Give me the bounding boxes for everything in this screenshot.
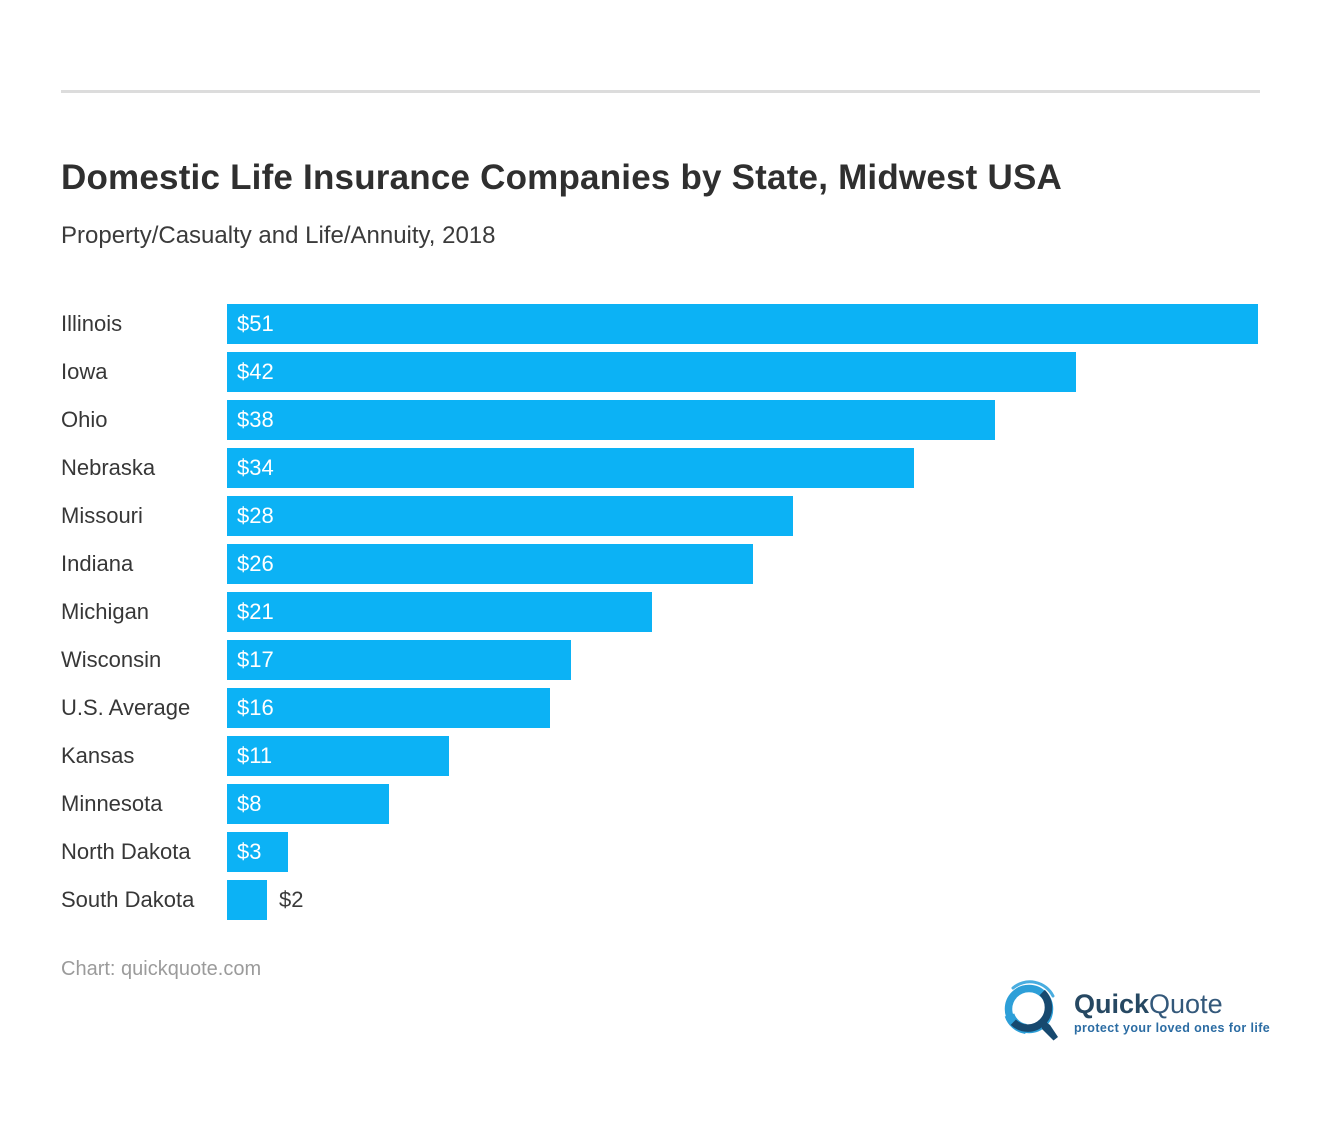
chart-row: Illinois $51 — [61, 304, 1260, 344]
value-label: $21 — [237, 599, 274, 624]
category-label: South Dakota — [61, 887, 195, 912]
chart-subtitle: Property/Casualty and Life/Annuity, 2018 — [61, 222, 496, 249]
bar: $42 — [227, 352, 1076, 392]
chart-row: Minnesota $8 — [61, 784, 1260, 824]
chart-row: Missouri $28 — [61, 496, 1260, 536]
value-label: $38 — [237, 407, 274, 432]
value-label: $17 — [237, 647, 274, 672]
chart-row: Kansas $11 — [61, 736, 1260, 776]
category-label: Nebraska — [61, 455, 156, 480]
bar: $16 — [227, 688, 550, 728]
chart-row: North Dakota $3 — [61, 832, 1260, 872]
bar: $17 — [227, 640, 571, 680]
category-label: Ohio — [61, 407, 108, 432]
quickquote-logo: QuickQuote protect your loved ones for l… — [1002, 980, 1270, 1044]
bar: $38 — [227, 400, 995, 440]
chart-row: U.S. Average $16 — [61, 688, 1260, 728]
bar: $28 — [227, 496, 793, 536]
category-label: Minnesota — [61, 791, 163, 816]
bar-wrap: $34 — [227, 448, 914, 488]
bar: $26 — [227, 544, 753, 584]
chart-row: Indiana $26 — [61, 544, 1260, 584]
category-label: Kansas — [61, 743, 135, 768]
category-label: U.S. Average — [61, 695, 191, 720]
bar-wrap: $26 — [227, 544, 753, 584]
value-label: $51 — [237, 311, 274, 336]
value-label: $26 — [237, 551, 274, 576]
category-label: Wisconsin — [61, 647, 162, 672]
source-credit: Chart: quickquote.com — [61, 958, 262, 980]
bar: $51 — [227, 304, 1258, 344]
category-label: Missouri — [61, 503, 143, 528]
chart-row: Ohio $38 — [61, 400, 1260, 440]
chart-title: Domestic Life Insurance Companies by Sta… — [61, 158, 1062, 197]
bar-wrap: $28 — [227, 496, 793, 536]
top-divider-rule — [61, 90, 1260, 93]
value-label: $2 — [279, 887, 304, 912]
chart-row: Michigan $21 — [61, 592, 1260, 632]
category-label: Iowa — [61, 359, 108, 384]
bar: $21 — [227, 592, 652, 632]
bar-wrap: $11 — [227, 736, 449, 776]
brand-name-bold: Quick — [1074, 988, 1150, 1019]
bar-wrap: $42 — [227, 352, 1076, 392]
category-label: North Dakota — [61, 839, 191, 864]
bar — [227, 880, 267, 920]
category-label: Illinois — [61, 311, 123, 336]
bar-wrap: $2 — [227, 880, 303, 920]
brand-tagline: protect your loved ones for life — [1074, 1020, 1271, 1035]
chart-row: South Dakota $2 — [61, 880, 1260, 920]
value-label: $42 — [237, 359, 274, 384]
value-label: $11 — [237, 743, 273, 768]
category-label: Indiana — [61, 551, 134, 576]
bar-wrap: $38 — [227, 400, 995, 440]
logo-text-block: QuickQuote protect your loved ones for l… — [1074, 990, 1270, 1035]
bar-wrap: $8 — [227, 784, 389, 824]
bar: $11 — [227, 736, 449, 776]
bar-wrap: $17 — [227, 640, 571, 680]
bar-wrap: $3 — [227, 832, 288, 872]
value-label: $28 — [237, 503, 274, 528]
bar-wrap: $21 — [227, 592, 652, 632]
bar: $8 — [227, 784, 389, 824]
value-label: $8 — [237, 791, 262, 816]
value-label: $16 — [237, 695, 274, 720]
bar-wrap: $51 — [227, 304, 1258, 344]
brand-name: QuickQuote — [1074, 990, 1270, 1018]
bar: $3 — [227, 832, 288, 872]
category-label: Michigan — [61, 599, 150, 624]
bar-chart: Illinois $51 Iowa $42 Ohio $38 — [61, 304, 1260, 928]
quickquote-q-magnifier-icon — [1004, 980, 1058, 1041]
chart-row: Wisconsin $17 — [61, 640, 1260, 680]
bar: $34 — [227, 448, 914, 488]
brand-name-light: Quote — [1149, 988, 1223, 1019]
bar-wrap: $16 — [227, 688, 550, 728]
value-label: $34 — [237, 455, 274, 480]
chart-row: Nebraska $34 — [61, 448, 1260, 488]
chart-row: Iowa $42 — [61, 352, 1260, 392]
value-label: $3 — [237, 839, 262, 864]
